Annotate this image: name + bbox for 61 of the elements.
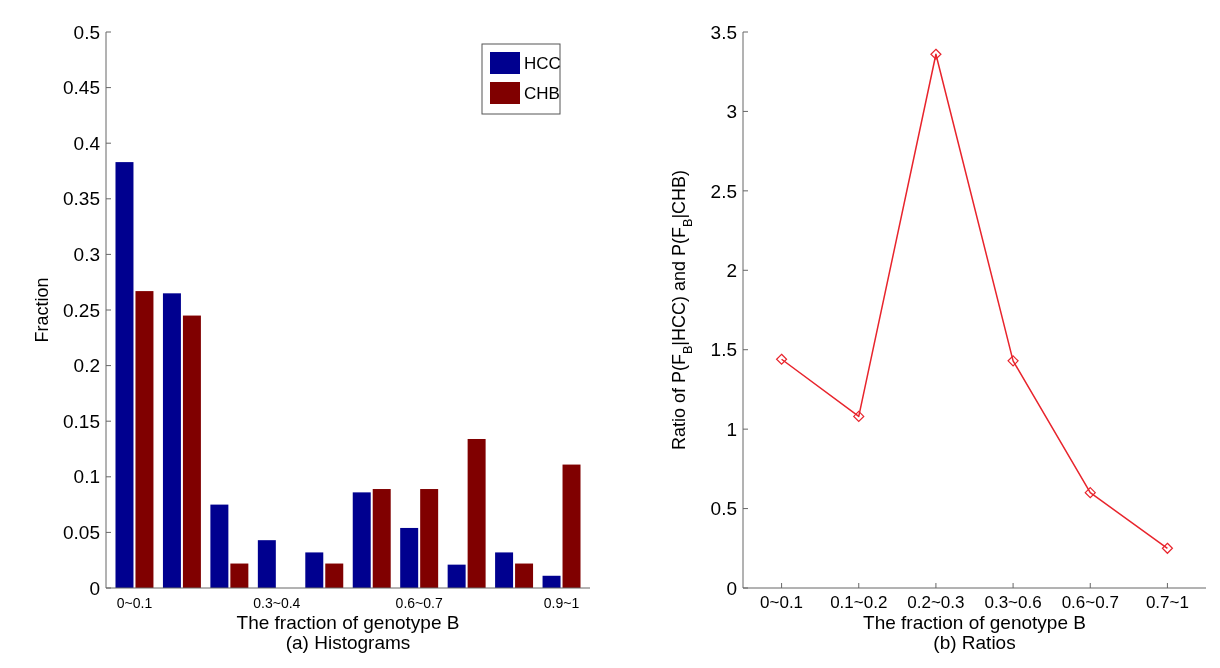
bar [400,527,419,588]
bar [115,162,134,588]
bar [182,315,201,588]
bar [372,489,391,588]
legend-label: HCC [524,54,561,73]
x-tick-label: 0.6~0.7 [1061,593,1119,612]
legend-label: CHB [524,84,560,103]
bar [467,438,486,588]
x-tick-label: 0.3~0.6 [984,593,1042,612]
x-tick-label: 0.6~0.7 [395,595,443,611]
bar [542,575,561,588]
bar [495,552,514,588]
x-tick-label: 0.2~0.3 [907,593,965,612]
bar [352,492,371,588]
y-tick-label: 0.35 [63,188,100,210]
bar [210,504,229,588]
y-tick-label: 0.45 [63,77,100,99]
y-tick-label: 0.5 [73,21,100,43]
y-tick-label: 0.25 [63,299,100,321]
point [775,353,788,365]
bar [562,464,581,588]
y-axis-title: Fraction [32,277,52,343]
x-tick-label: 0~0.1 [116,595,153,611]
x-tick-label: 0~0.1 [760,593,804,612]
bar [447,564,466,588]
x-tick-label: 0.1~0.2 [830,593,888,612]
y-tick-label: 0.15 [63,410,100,432]
text: (b) Ratios [933,632,1016,653]
x-tick-label: 0.9~1 [543,595,580,611]
y-tick-label: 3.5 [710,21,737,43]
y-tick-label: 0.5 [710,498,737,520]
x-tick-label: 0.7~1 [1145,593,1189,612]
point [1007,355,1019,367]
point [1084,487,1096,499]
x-axis-title: The fraction of genotype B [236,612,460,633]
y-tick-label: 0.2 [73,355,100,377]
bar [230,563,249,588]
bar [162,293,181,588]
y-tick-label: 1.5 [710,339,737,361]
y-tick-label: 0.05 [63,522,100,544]
y-tick-label: 0.3 [73,244,100,266]
y-tick-label: 2.5 [710,180,737,202]
bar [305,552,324,588]
y-tick-label: 0.1 [73,466,100,488]
x-tick-label: 0.3~0.4 [253,595,301,611]
y-tick-label: 0 [726,577,737,599]
x-axis-title: The fraction of genotype B [863,612,1086,633]
y-tick-label: 3 [726,101,737,123]
point [853,410,865,423]
text: (a) Histograms [285,632,411,653]
bar [515,563,534,588]
point [930,48,942,60]
y-tick-label: 0.4 [73,132,101,154]
bar [325,563,344,588]
point [1161,542,1174,554]
y-tick-label: 0 [89,577,100,599]
y-tick-label: 2 [726,259,737,281]
bar [135,291,154,588]
bar [257,540,276,588]
bar [420,489,439,588]
y-tick-label: 1 [726,418,737,440]
